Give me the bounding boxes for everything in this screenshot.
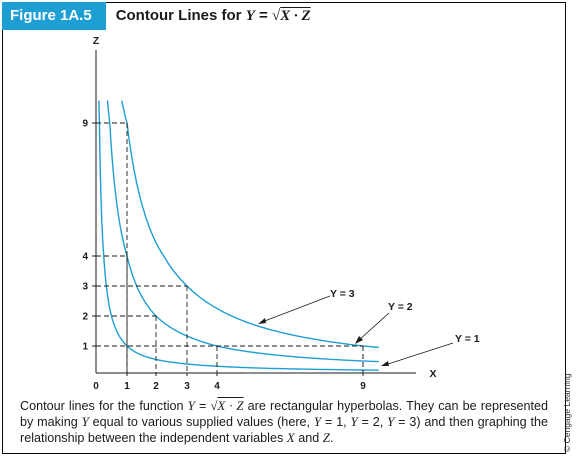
figure-title: Contour Lines for Y = √X · Z	[106, 2, 311, 30]
x-tick-label-4: 4	[214, 381, 220, 392]
curve-y-2	[106, 100, 379, 363]
x-tick-label-1: 1	[124, 381, 130, 392]
x-tick-label-0: 0	[93, 381, 99, 392]
arrowhead-y2	[355, 336, 363, 344]
pointer-y3	[261, 295, 331, 323]
x-tick-label-9: 9	[360, 381, 366, 392]
pointer-y1	[384, 342, 454, 366]
curve-y-1	[98, 100, 379, 371]
label-y3: Y = 3	[330, 288, 355, 300]
z-tick-label-4: 4	[82, 252, 88, 263]
x-tick-label-3: 3	[184, 381, 190, 392]
curve-y-3	[121, 100, 379, 349]
z-tick-label-9: 9	[82, 119, 88, 130]
caption-var-z: Z	[322, 430, 330, 445]
z-tick-label-2: 2	[82, 312, 88, 323]
caption-sqrt-sign: √	[210, 399, 218, 413]
x-axis-label: X	[429, 368, 436, 380]
title-sqrt-sign: √	[271, 8, 281, 24]
caption-text-6: = 3) and then graphing the relationship …	[20, 415, 548, 445]
arrowhead-y3	[258, 318, 266, 324]
caption-eq: =	[194, 399, 211, 413]
caption-var-y-3: Y	[313, 414, 322, 429]
caption-var-y: Y	[187, 398, 195, 413]
z-tick-label-3: 3	[82, 282, 88, 293]
caption-text-2: are rectangular hyperbolas. They can be …	[20, 399, 549, 429]
figure-caption: Contour lines for the function Y = √X · …	[20, 398, 548, 446]
caption-var-x: X	[286, 430, 295, 445]
caption-radicand: X · Z	[217, 398, 244, 413]
caption-text-7: and	[294, 431, 323, 445]
copyright-credit: © Cengage Learning	[562, 373, 572, 452]
z-axis-label: Z	[93, 35, 100, 47]
x-tick-label-2: 2	[153, 381, 159, 392]
title-radicand: X · Z	[280, 8, 311, 24]
guides-layer	[96, 122, 364, 373]
caption-text-5: = 2,	[357, 415, 388, 429]
caption-text-8: .	[329, 431, 334, 445]
title-eq: =	[254, 7, 272, 24]
caption-var-y-4: Y	[350, 414, 358, 429]
curves-layer	[98, 100, 379, 371]
figure-badge: Figure 1A.5	[2, 2, 106, 30]
caption-text-3: equal to various supplied values (here,	[88, 415, 314, 429]
arrowhead-y1	[381, 361, 389, 366]
caption-text-1: Contour lines for the function	[20, 399, 188, 413]
caption-var-y-2: Y	[81, 414, 89, 429]
figure-frame	[2, 2, 566, 454]
annotations-layer: Y = 3 Y = 2 Y = 1	[258, 288, 480, 366]
figure-header: Figure 1A.5 Contour Lines for Y = √X · Z	[2, 2, 311, 30]
title-lhs: Y	[245, 8, 255, 24]
caption-text-4: = 1,	[321, 415, 351, 429]
title-prefix: Contour Lines for	[115, 7, 246, 24]
caption-var-y-5: Y	[387, 414, 395, 429]
label-y2: Y = 2	[388, 301, 413, 313]
z-tick-label-1: 1	[82, 342, 88, 353]
pointer-y2	[357, 312, 390, 342]
ticks-layer: 0 1 2 3 4 9 1 2 3 4 9	[82, 119, 366, 393]
label-y1: Y = 1	[455, 333, 480, 345]
